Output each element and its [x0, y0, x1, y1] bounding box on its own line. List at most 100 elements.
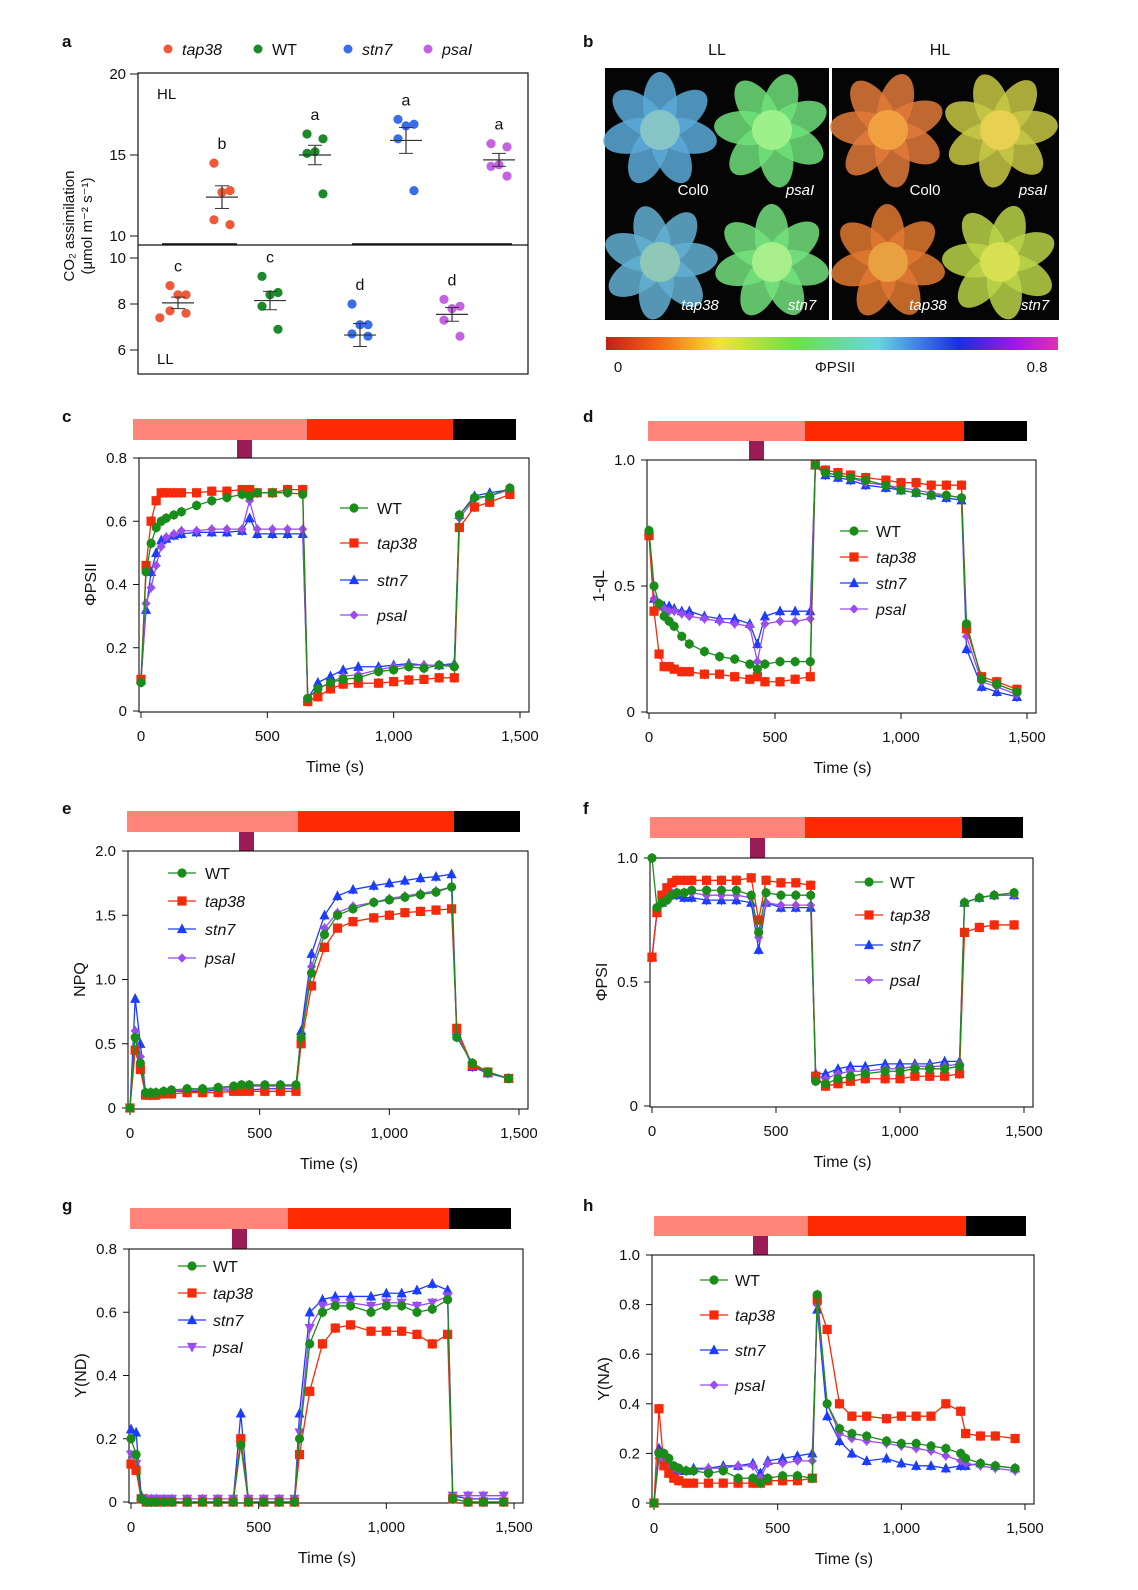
data-point-psaI — [776, 900, 786, 910]
plot-frame — [137, 72, 529, 375]
data-point-WT — [243, 1497, 254, 1507]
data-point-stn7 — [911, 1460, 922, 1470]
y-tick-label: 0.6 — [106, 513, 127, 530]
data-point-WT — [990, 1461, 1000, 1471]
data-point-WT — [381, 1301, 391, 1311]
data-point-psaI — [462, 1491, 474, 1502]
data-point-stn7 — [427, 1278, 438, 1288]
condition-label-LL: LL — [157, 351, 174, 368]
data-point-stn7 — [774, 605, 786, 616]
data-point-tap38 — [760, 677, 770, 687]
legend-marker-tap38 — [187, 1288, 197, 1298]
data-point-tap38 — [225, 186, 235, 196]
data-point-WT — [404, 662, 414, 672]
y-tick-label: 15 — [109, 147, 126, 164]
data-point-WT — [812, 1290, 822, 1300]
significance-letter: a — [495, 117, 504, 134]
data-point-stn7 — [792, 1450, 803, 1460]
panel-a-scatter: tap38 WT stn7 psaI CO₂ assimilation (μmol m⁻²… — [61, 42, 529, 375]
data-point-WT — [369, 897, 379, 908]
panel-label-f: f — [583, 799, 589, 818]
data-point-psaI — [778, 1458, 788, 1468]
data-point-tap38 — [911, 1411, 921, 1421]
data-point-WT — [389, 665, 399, 675]
data-point-WT — [176, 507, 187, 517]
data-point-WT — [733, 1473, 743, 1483]
data-point-WT — [940, 1064, 950, 1074]
data-point-tap38 — [911, 478, 921, 488]
panel-label-e: e — [62, 799, 71, 818]
data-point-WT — [366, 1307, 376, 1317]
data-point-WT — [130, 1032, 140, 1042]
data-point-tap38 — [805, 672, 815, 682]
panel-e-line-chart: 0 0.5 1.0 1.5 2.0 0 500 1,000 1,500 Time (s) NPQ WT… — [72, 811, 538, 1173]
y-tick-label: 0 — [627, 704, 635, 721]
data-point-stn7 — [446, 868, 457, 879]
data-point-psaI — [191, 526, 202, 536]
data-point-WT — [431, 887, 441, 897]
data-point-WT — [975, 1458, 986, 1468]
data-point-WT — [677, 631, 687, 642]
legend-marker-tap38 — [849, 552, 859, 562]
data-point-WT — [483, 1067, 493, 1077]
rosette-image — [714, 74, 827, 188]
data-point-WT — [833, 470, 843, 480]
data-point-stn7 — [365, 1290, 377, 1301]
series-psaI — [649, 1299, 1020, 1508]
data-point-psaI — [669, 606, 679, 616]
data-point-tap38 — [662, 883, 672, 893]
significance-letter: a — [311, 107, 320, 124]
legend-marker-stn7 — [708, 1344, 720, 1355]
data-point-psaI — [649, 594, 659, 604]
data-point-tap38 — [146, 516, 156, 526]
data-point-WT — [131, 1449, 141, 1460]
data-point-WT — [778, 1471, 788, 1481]
data-point-WT — [222, 492, 232, 503]
data-point-stn7 — [235, 1407, 246, 1418]
data-point-psaI — [792, 1456, 803, 1466]
data-point-tap38 — [974, 922, 984, 933]
data-point-stn7 — [846, 1447, 857, 1458]
light-bar-dark — [449, 1208, 511, 1229]
data-point-stn7 — [430, 871, 442, 881]
x-axis-label: Time (s) — [813, 1154, 871, 1171]
plot-frame — [651, 1254, 1035, 1505]
data-point-WT — [237, 489, 247, 499]
data-point-psaI — [677, 609, 687, 619]
light-bar-high — [805, 817, 962, 838]
data-point-stn7 — [401, 121, 411, 131]
data-point-tap38 — [669, 664, 679, 674]
y-tick-label: 0.8 — [106, 450, 127, 467]
data-point-stn7 — [399, 874, 410, 885]
data-point-WT — [746, 890, 756, 900]
data-point-psaI — [941, 1451, 951, 1461]
data-point-stn7 — [330, 1290, 341, 1301]
data-point-WT — [926, 490, 936, 500]
data-point-tap38 — [714, 669, 725, 679]
panel-label-d: d — [583, 407, 593, 426]
data-point-psaI — [502, 142, 512, 152]
data-point-tap38 — [954, 1069, 965, 1079]
data-point-psaI — [775, 616, 785, 626]
data-point-WT — [485, 491, 495, 501]
light-bar-high — [298, 811, 454, 832]
data-point-stn7 — [338, 664, 349, 674]
data-point-WT — [654, 599, 664, 609]
data-point-WT — [833, 1074, 843, 1084]
x-tick-label: 1,500 — [501, 728, 539, 745]
series-WT — [125, 881, 514, 1113]
data-point-WT — [911, 1438, 921, 1449]
light-bar-low — [648, 421, 805, 441]
data-point-stn7 — [347, 883, 359, 894]
data-point-WT — [169, 510, 179, 520]
data-point-psaI — [306, 962, 317, 972]
data-point-WT — [191, 500, 202, 511]
data-point-psaI — [298, 524, 308, 534]
legend-label-psaI: psaI — [376, 608, 408, 625]
data-point-tap38 — [718, 1478, 728, 1488]
data-point-tap38 — [384, 910, 394, 920]
legend-marker-psaI — [849, 604, 859, 614]
data-point-psaI — [455, 331, 465, 341]
data-point-WT — [400, 892, 410, 902]
data-point-WT — [881, 1436, 892, 1446]
